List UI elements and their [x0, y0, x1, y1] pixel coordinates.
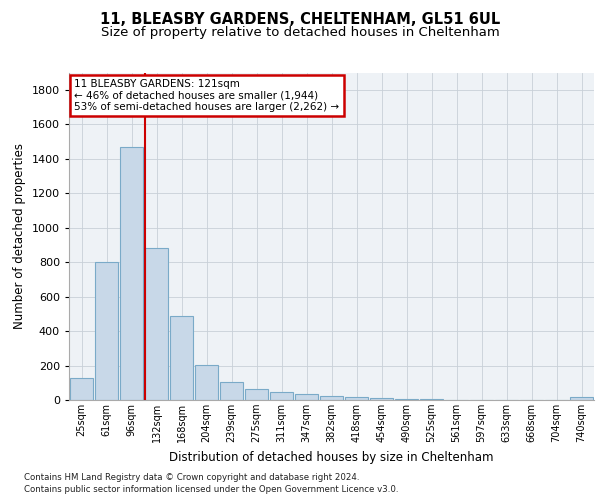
X-axis label: Distribution of detached houses by size in Cheltenham: Distribution of detached houses by size … — [169, 450, 494, 464]
Text: Contains public sector information licensed under the Open Government Licence v3: Contains public sector information licen… — [24, 485, 398, 494]
Bar — [295, 394, 319, 400]
Bar — [70, 378, 94, 400]
Bar — [569, 398, 593, 400]
Bar — [119, 146, 143, 400]
Text: 11 BLEASBY GARDENS: 121sqm
← 46% of detached houses are smaller (1,944)
53% of s: 11 BLEASBY GARDENS: 121sqm ← 46% of deta… — [74, 79, 340, 112]
Bar — [95, 262, 118, 400]
Bar — [370, 398, 394, 400]
Bar — [269, 392, 293, 400]
Bar — [194, 364, 218, 400]
Bar — [395, 399, 418, 400]
Bar — [344, 396, 368, 400]
Bar — [145, 248, 169, 400]
Bar — [220, 382, 244, 400]
Text: Size of property relative to detached houses in Cheltenham: Size of property relative to detached ho… — [101, 26, 499, 39]
Y-axis label: Number of detached properties: Number of detached properties — [13, 143, 26, 329]
Bar — [320, 396, 343, 400]
Bar — [245, 389, 268, 400]
Text: 11, BLEASBY GARDENS, CHELTENHAM, GL51 6UL: 11, BLEASBY GARDENS, CHELTENHAM, GL51 6U… — [100, 12, 500, 28]
Bar — [170, 316, 193, 400]
Text: Contains HM Land Registry data © Crown copyright and database right 2024.: Contains HM Land Registry data © Crown c… — [24, 472, 359, 482]
